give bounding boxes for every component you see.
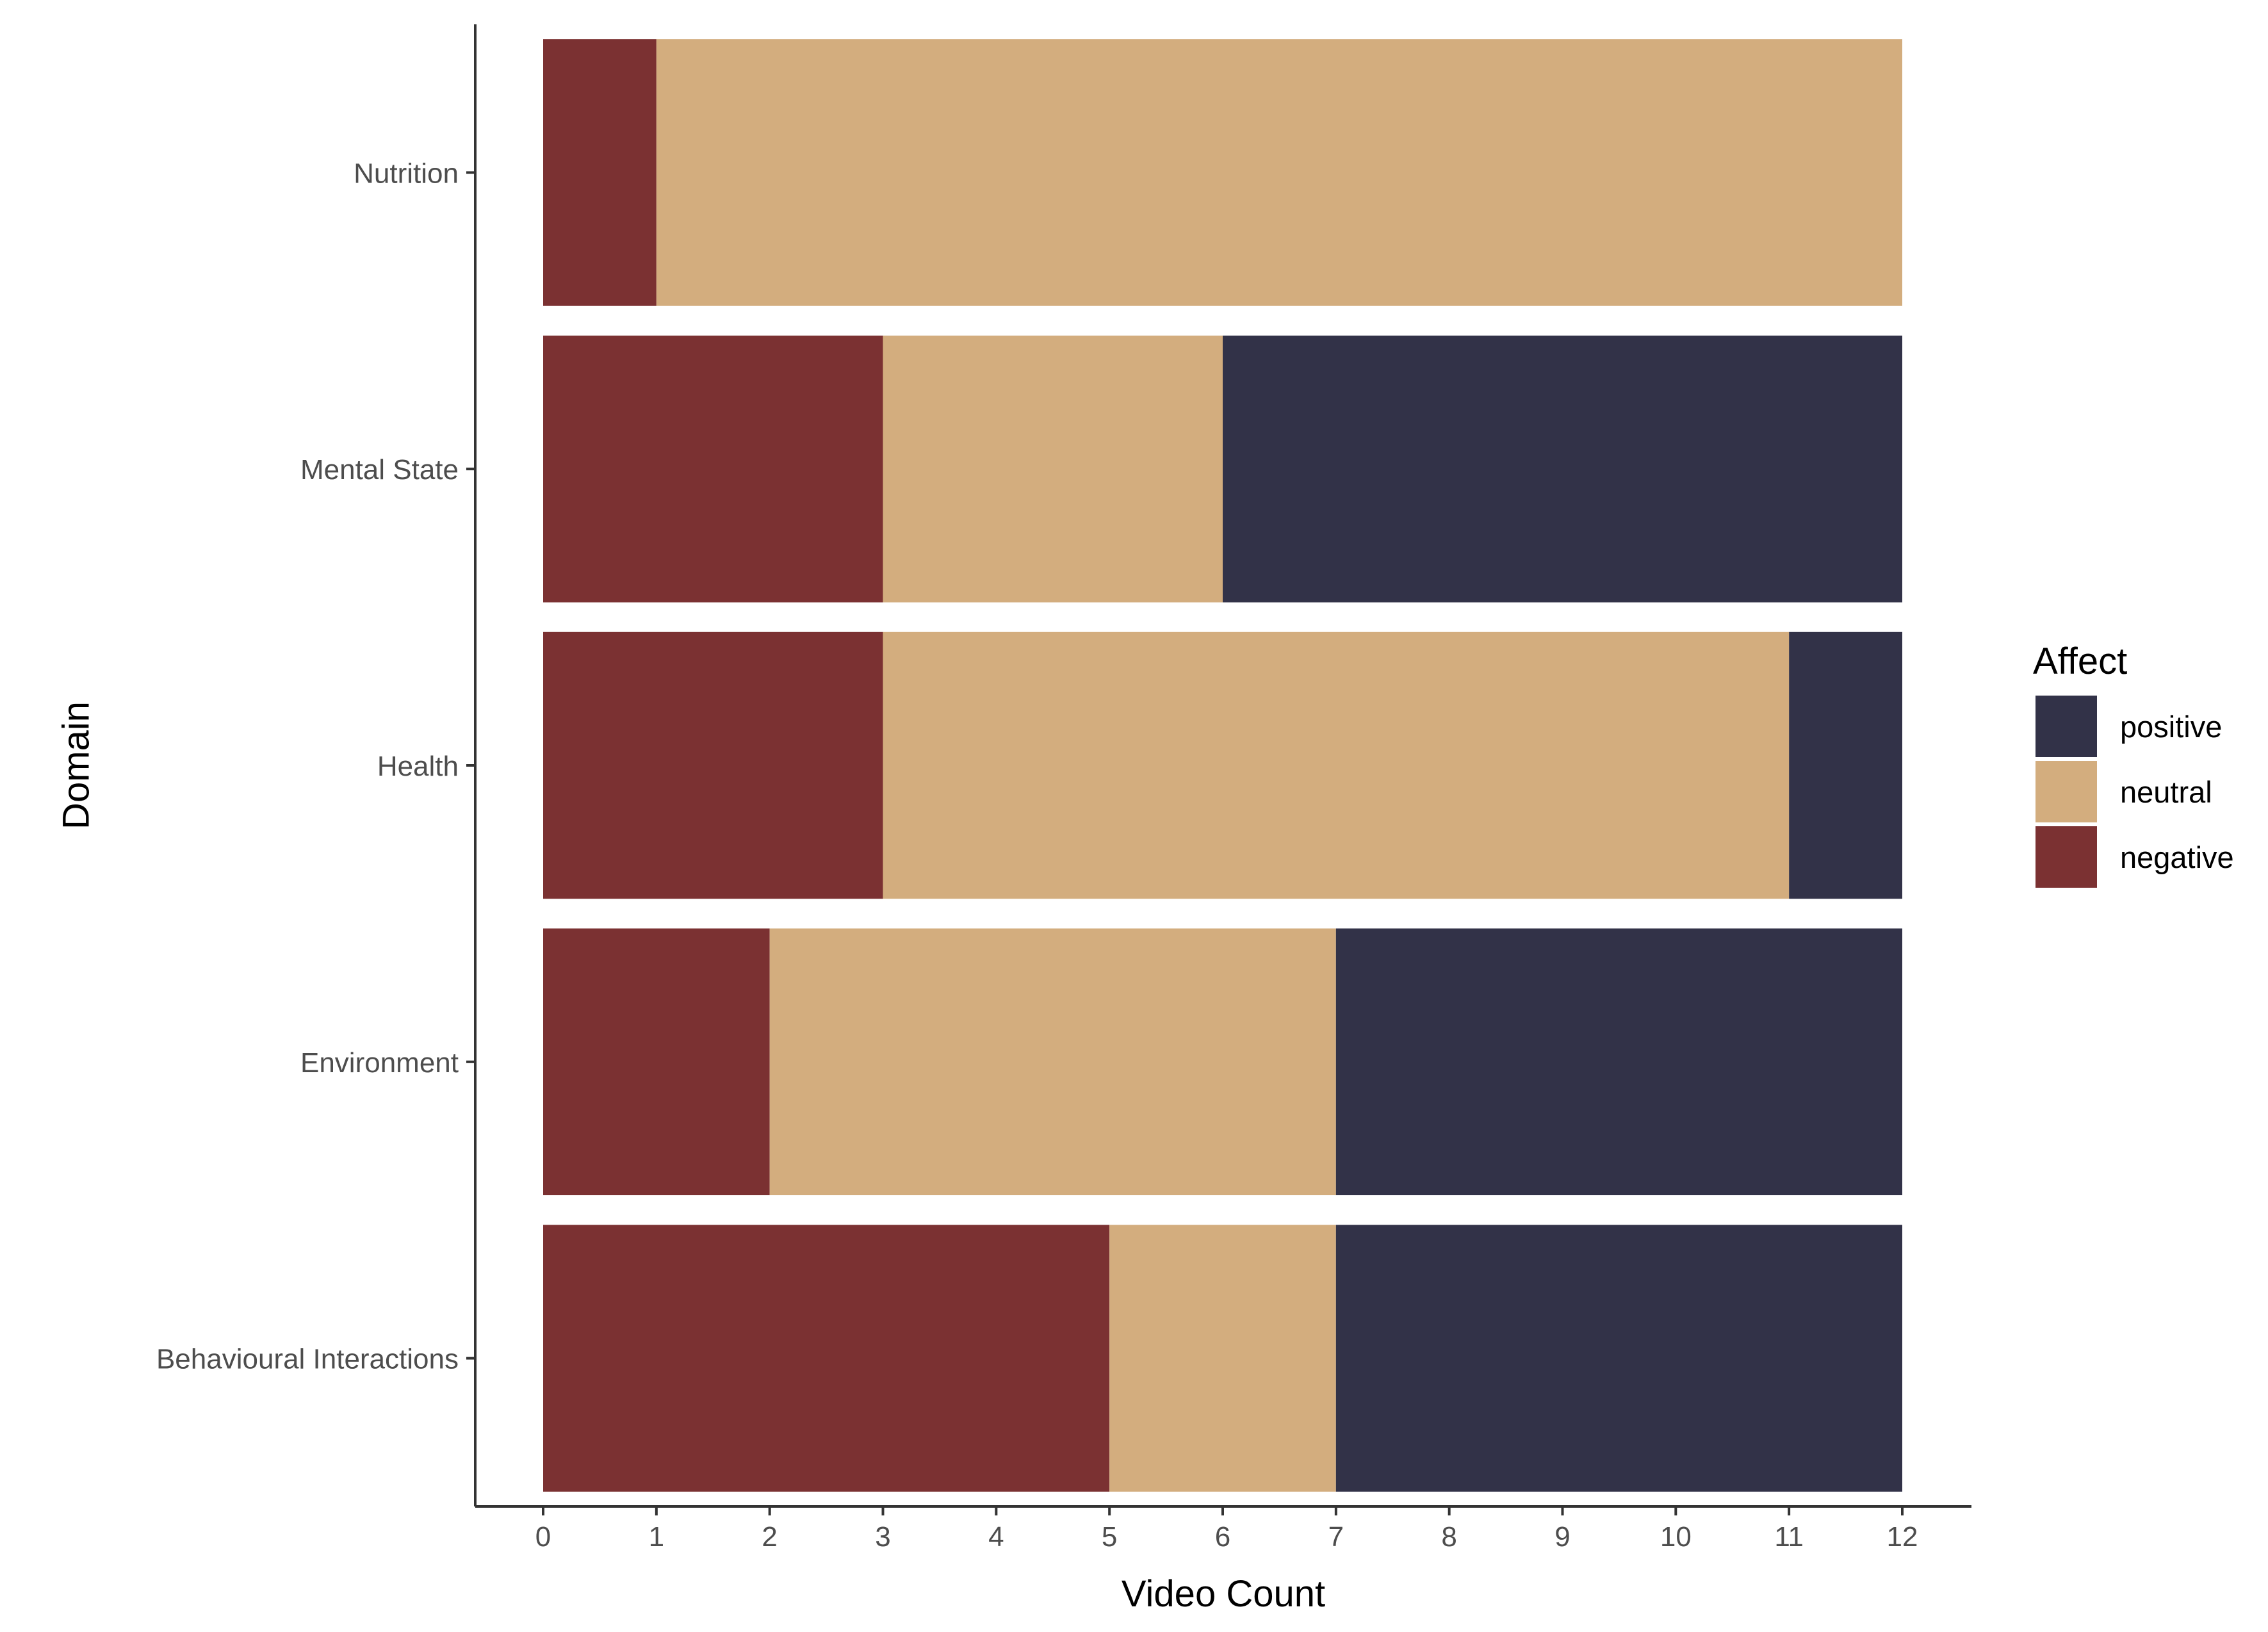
legend-key-positive (2035, 696, 2097, 757)
x-tick-label-3: 3 (875, 1521, 890, 1553)
legend-label-neutral: neutral (2120, 775, 2212, 809)
bars-layer (543, 39, 1902, 1492)
y-tick-label-nutrition: Nutrition (354, 158, 459, 189)
bar-environment-negative (543, 928, 770, 1196)
x-tick-label-0: 0 (535, 1521, 551, 1553)
bar-behavioural-interactions-neutral (1109, 1225, 1336, 1492)
x-tick-label-4: 4 (988, 1521, 1004, 1553)
y-axis-title: Domain (55, 701, 97, 829)
x-tick-label-7: 7 (1328, 1521, 1344, 1553)
y-axis: Nutrition Mental State Health Environment Be… (156, 24, 477, 1506)
x-tick-label-12: 12 (1887, 1521, 1918, 1553)
x-axis-title: Video Count (1122, 1573, 1325, 1615)
bar-mental-state-neutral (883, 335, 1223, 603)
bar-mental-state-positive (1223, 335, 1902, 603)
bar-health-neutral (883, 632, 1790, 899)
legend: Affect positive neutral negative (2033, 641, 2234, 888)
x-tick-label-5: 5 (1102, 1521, 1117, 1553)
legend-label-negative: negative (2120, 840, 2234, 874)
bar-behavioural-interactions-negative (543, 1225, 1110, 1492)
bar-nutrition-neutral (656, 39, 1902, 306)
x-axis: 0 1 2 3 4 5 6 7 8 9 10 11 12 (475, 1505, 1971, 1553)
bar-behavioural-interactions-positive (1335, 1225, 1902, 1492)
bar-environment-neutral (769, 928, 1336, 1196)
y-tick-label-mental-state: Mental State (300, 454, 459, 486)
bar-mental-state-negative (543, 335, 883, 603)
bar-environment-positive (1335, 928, 1902, 1196)
x-tick-label-8: 8 (1441, 1521, 1456, 1553)
bar-health-positive (1789, 632, 1902, 899)
x-tick-label-9: 9 (1554, 1521, 1570, 1553)
legend-key-negative (2035, 826, 2097, 888)
x-tick-label-2: 2 (762, 1521, 777, 1553)
legend-key-neutral (2035, 761, 2097, 822)
bar-nutrition-negative (543, 39, 657, 306)
x-tick-label-6: 6 (1215, 1521, 1230, 1553)
y-tick-label-health: Health (377, 751, 459, 782)
legend-title: Affect (2033, 641, 2127, 682)
y-tick-label-environment: Environment (300, 1047, 459, 1079)
x-tick-label-10: 10 (1660, 1521, 1692, 1553)
x-tick-label-1: 1 (649, 1521, 664, 1553)
bar-health-negative (543, 632, 883, 899)
x-tick-label-11: 11 (1774, 1521, 1804, 1553)
legend-label-positive: positive (2120, 710, 2222, 744)
y-tick-label-behavioural-interactions: Behavioural Interactions (156, 1344, 459, 1375)
